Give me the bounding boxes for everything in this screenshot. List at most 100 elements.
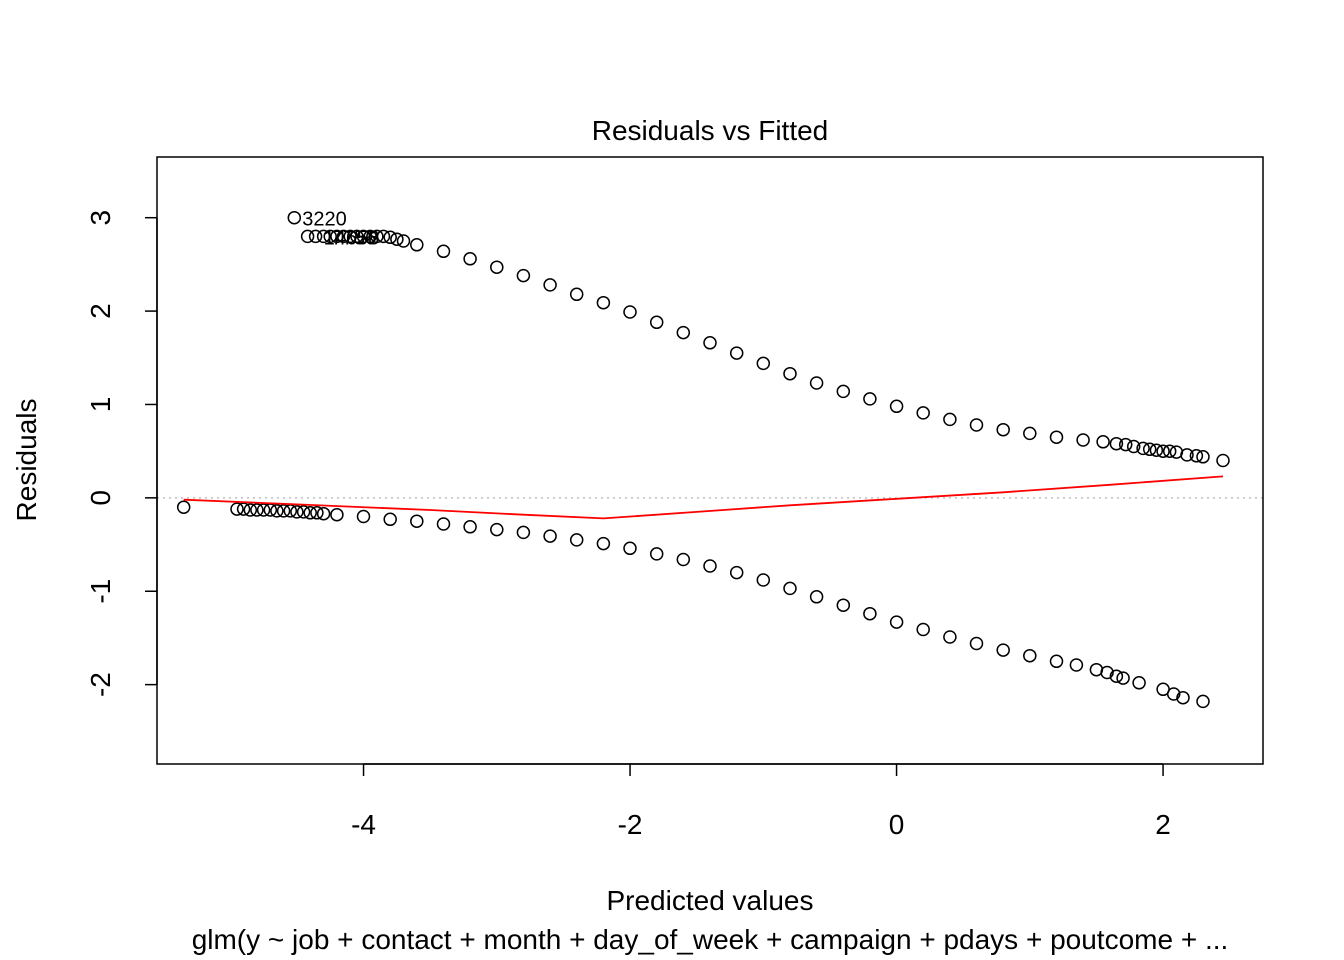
data-point	[1162, 444, 1177, 458]
data-point	[1142, 442, 1157, 457]
data-point	[996, 422, 1010, 437]
data-point	[230, 502, 244, 516]
chart-title: Residuals vs Fitted	[592, 115, 829, 146]
x-axis-label: Predicted values	[606, 885, 813, 916]
data-point	[1136, 441, 1150, 456]
data-point	[330, 507, 344, 522]
data-point	[1180, 448, 1194, 462]
data-point	[296, 505, 311, 519]
y-tick-label: 3	[85, 210, 116, 226]
data-point	[308, 229, 323, 244]
data-point	[490, 260, 504, 274]
data-point	[756, 573, 771, 587]
data-point	[729, 565, 744, 580]
data-point	[783, 366, 797, 381]
data-point	[1132, 676, 1146, 690]
points-layer	[176, 210, 1230, 709]
data-point	[1149, 443, 1164, 457]
data-point	[623, 305, 637, 319]
data-point	[250, 503, 264, 517]
data-point	[596, 295, 611, 310]
data-point	[290, 505, 304, 519]
data-point	[809, 376, 824, 390]
data-point	[336, 229, 351, 244]
data-point	[243, 503, 258, 517]
data-point	[1069, 658, 1084, 672]
data-point	[436, 244, 451, 259]
data-point	[863, 606, 877, 621]
data-point	[729, 346, 744, 360]
data-point	[783, 581, 797, 596]
data-point	[370, 229, 384, 244]
data-point	[376, 229, 391, 244]
data-point	[836, 384, 851, 399]
data-point	[330, 229, 344, 244]
data-point	[1116, 671, 1130, 685]
data-point	[676, 552, 691, 567]
x-tick-label: -2	[618, 809, 643, 840]
data-point	[1196, 450, 1210, 464]
data-point	[410, 514, 424, 528]
data-point	[383, 512, 397, 527]
data-point	[969, 636, 984, 651]
data-point	[303, 506, 317, 520]
data-point	[383, 230, 397, 245]
point-label: 3220	[302, 209, 347, 231]
data-point	[316, 229, 331, 244]
y-tick-label: -2	[85, 672, 116, 697]
data-point	[676, 325, 691, 340]
data-point	[276, 504, 291, 518]
data-point	[649, 547, 664, 561]
point-label: 7756	[332, 227, 377, 249]
x-axis: -4 -2 0 2	[351, 763, 1171, 840]
point-label: 14658	[324, 227, 380, 249]
y-axis-label: Residuals	[11, 399, 42, 522]
data-point	[323, 229, 337, 244]
data-point	[410, 238, 424, 252]
data-point	[436, 517, 451, 531]
data-point	[996, 643, 1010, 657]
data-point	[300, 229, 315, 244]
y-axis: -2 -1 0 1 2 3	[85, 210, 158, 697]
data-point	[390, 232, 404, 246]
data-point	[916, 406, 930, 420]
data-point	[463, 520, 477, 534]
data-point	[649, 315, 664, 330]
data-point	[1189, 449, 1204, 463]
data-point	[1076, 433, 1090, 447]
data-point	[270, 504, 284, 518]
data-point	[1049, 654, 1064, 669]
x-tick-label: 2	[1155, 809, 1171, 840]
data-point	[569, 287, 584, 302]
data-point	[943, 412, 957, 427]
data-point	[490, 522, 504, 537]
data-point	[176, 500, 191, 514]
data-point	[350, 229, 364, 244]
data-point	[943, 630, 957, 644]
data-point	[703, 559, 717, 573]
data-point	[543, 529, 557, 543]
data-point	[1023, 426, 1037, 441]
data-point	[569, 533, 584, 547]
data-point	[1216, 453, 1230, 468]
smoother-line	[183, 475, 1224, 520]
model-formula-subtitle: glm(y ~ job + contact + month + day_of_w…	[192, 924, 1229, 955]
data-point	[1049, 430, 1064, 444]
data-point	[236, 502, 251, 516]
data-point	[1109, 669, 1124, 683]
data-point	[316, 506, 331, 521]
data-point	[969, 418, 984, 432]
data-point	[543, 278, 557, 292]
x-tick-label: -4	[351, 809, 376, 840]
data-point	[916, 622, 930, 637]
data-point	[256, 503, 271, 517]
data-point	[703, 336, 717, 350]
y-tick-label: 0	[85, 490, 116, 506]
data-point	[463, 252, 477, 266]
data-point	[363, 229, 377, 244]
data-point	[1156, 444, 1170, 458]
y-tick-label: 1	[85, 397, 116, 413]
data-point	[516, 268, 531, 283]
